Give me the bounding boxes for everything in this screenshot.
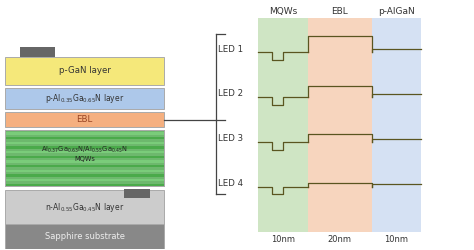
Bar [5,224,164,249]
Text: EBL: EBL [76,115,93,124]
Bar [5,165,164,167]
Bar [5,132,164,135]
Text: LED 3: LED 3 [218,134,243,143]
Text: LED 2: LED 2 [218,90,243,98]
Bar [5,160,164,162]
Text: n-Al$_{0.55}$Ga$_{0.45}$N layer: n-Al$_{0.55}$Ga$_{0.45}$N layer [45,200,124,213]
Text: 10nm: 10nm [384,235,409,244]
Text: 10nm: 10nm [271,235,295,244]
Bar [19,47,55,57]
Text: LED 1: LED 1 [218,45,243,54]
Text: Al$_{0.37}$Ga$_{0.63}$N/Al$_{0.55}$Ga$_{0.45}$N
MQWs: Al$_{0.37}$Ga$_{0.63}$N/Al$_{0.55}$Ga$_{… [41,145,128,162]
Text: p-Al$_{0.35}$Ga$_{0.65}$N layer: p-Al$_{0.35}$Ga$_{0.65}$N layer [45,92,124,105]
Text: MQWs: MQWs [269,8,297,16]
Bar [372,18,421,232]
Text: EBL: EBL [331,8,348,16]
Bar [5,57,164,85]
Bar [5,151,164,153]
Bar [5,130,164,186]
Bar [258,18,308,232]
Bar [5,146,164,148]
Bar [5,112,164,128]
Bar [5,179,164,181]
Bar [5,137,164,139]
Text: p-GaN layer: p-GaN layer [59,66,110,75]
Text: LED 4: LED 4 [218,179,243,188]
Bar [5,174,164,176]
Bar [5,190,164,224]
Bar [5,156,164,158]
Bar [308,18,372,232]
Bar [5,170,164,172]
Text: Sapphire substrate: Sapphire substrate [45,232,125,241]
Bar [5,142,164,144]
Bar [5,88,164,109]
Text: 20nm: 20nm [328,235,352,244]
Bar [5,184,164,186]
Bar [5,130,164,186]
Bar [124,189,150,198]
Text: p-AlGaN: p-AlGaN [378,8,415,16]
